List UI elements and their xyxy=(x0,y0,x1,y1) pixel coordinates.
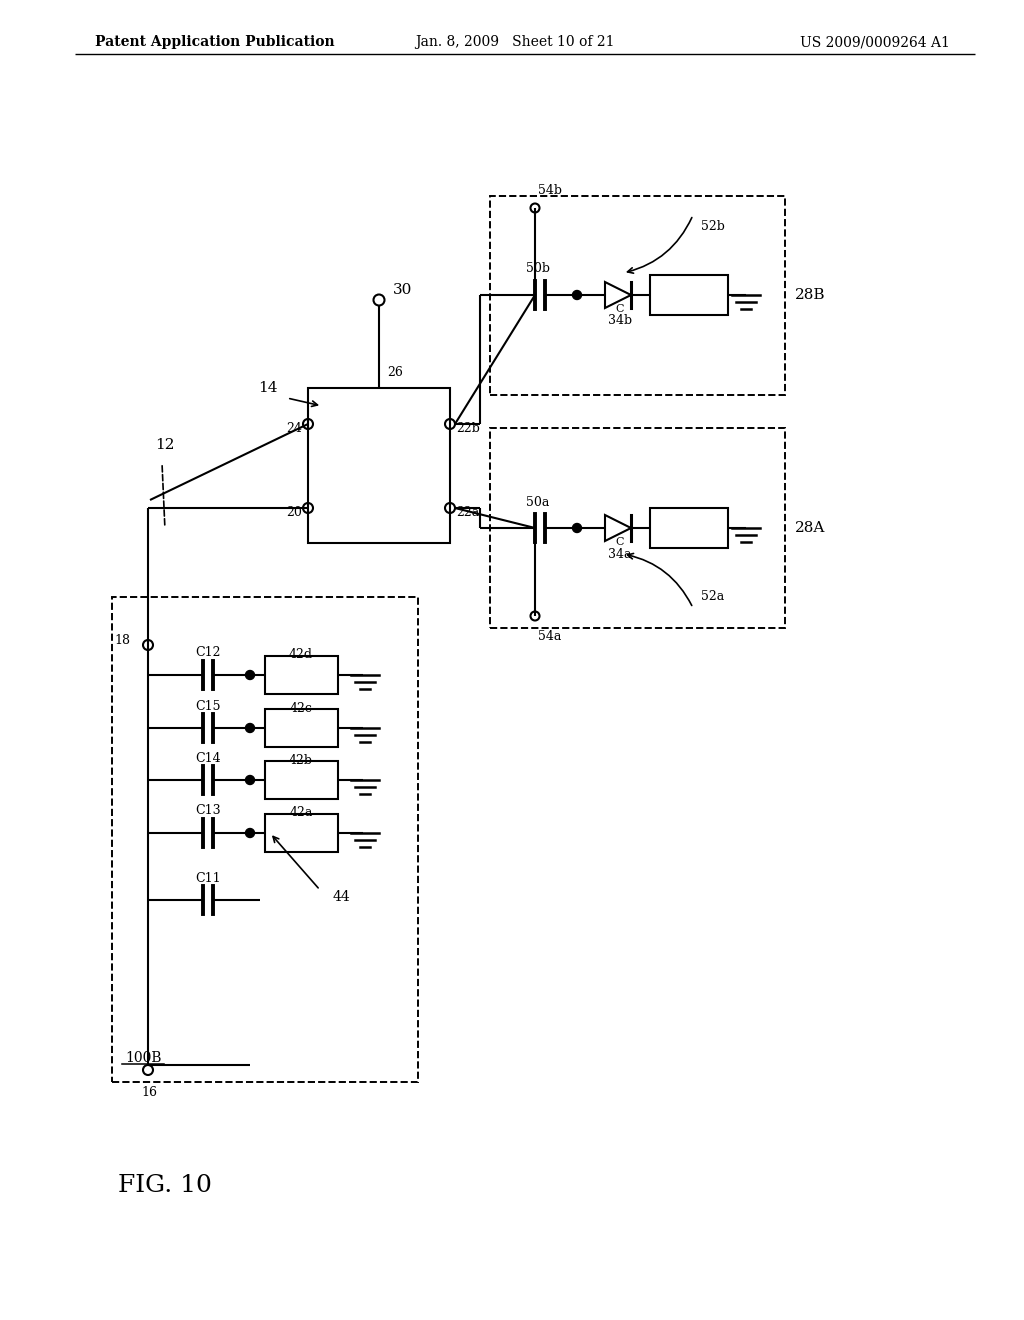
Circle shape xyxy=(246,671,255,680)
Text: 18: 18 xyxy=(114,634,130,647)
Text: 26: 26 xyxy=(387,366,402,379)
Text: 22a: 22a xyxy=(456,506,479,519)
Text: 52a: 52a xyxy=(701,590,724,602)
Text: C15: C15 xyxy=(196,700,221,713)
Bar xyxy=(308,388,450,543)
Text: 24: 24 xyxy=(286,421,302,434)
Text: 14: 14 xyxy=(258,381,278,395)
Text: 28B: 28B xyxy=(795,288,825,302)
Text: 42d: 42d xyxy=(289,648,313,661)
Bar xyxy=(490,195,785,395)
Text: US 2009/0009264 A1: US 2009/0009264 A1 xyxy=(800,36,950,49)
Text: 30: 30 xyxy=(393,282,413,297)
Circle shape xyxy=(572,524,582,532)
Text: 100B: 100B xyxy=(125,1051,162,1065)
Bar xyxy=(265,656,338,694)
Text: Patent Application Publication: Patent Application Publication xyxy=(95,36,335,49)
Text: 20: 20 xyxy=(286,506,302,519)
Text: 50a: 50a xyxy=(526,495,550,508)
Text: C: C xyxy=(615,537,625,546)
Text: 54b: 54b xyxy=(538,183,562,197)
Bar xyxy=(265,814,338,851)
Text: 34b: 34b xyxy=(608,314,632,327)
Text: C: C xyxy=(615,304,625,314)
Text: C11: C11 xyxy=(196,871,221,884)
Circle shape xyxy=(246,776,255,784)
Bar xyxy=(265,709,338,747)
Text: C14: C14 xyxy=(196,751,221,764)
Text: C12: C12 xyxy=(196,647,221,660)
Bar xyxy=(650,508,728,548)
Bar xyxy=(112,597,418,1082)
Text: 44: 44 xyxy=(333,890,351,904)
Bar xyxy=(490,428,785,628)
Text: 52b: 52b xyxy=(701,220,725,234)
Circle shape xyxy=(246,829,255,837)
Text: 12: 12 xyxy=(155,438,174,451)
Text: C13: C13 xyxy=(196,804,221,817)
Text: FIG. 10: FIG. 10 xyxy=(118,1173,212,1196)
Text: 28A: 28A xyxy=(795,521,825,535)
Text: 16: 16 xyxy=(141,1085,157,1098)
Bar xyxy=(650,275,728,315)
Text: 42c: 42c xyxy=(290,701,312,714)
Circle shape xyxy=(572,290,582,300)
Text: 50b: 50b xyxy=(526,263,550,276)
Text: 42a: 42a xyxy=(290,807,312,820)
Text: Jan. 8, 2009   Sheet 10 of 21: Jan. 8, 2009 Sheet 10 of 21 xyxy=(415,36,614,49)
Text: 54a: 54a xyxy=(538,630,561,643)
Bar xyxy=(265,762,338,799)
Text: 42b: 42b xyxy=(289,754,313,767)
Text: 34a: 34a xyxy=(608,548,632,561)
Text: 22b: 22b xyxy=(456,421,480,434)
Circle shape xyxy=(246,723,255,733)
